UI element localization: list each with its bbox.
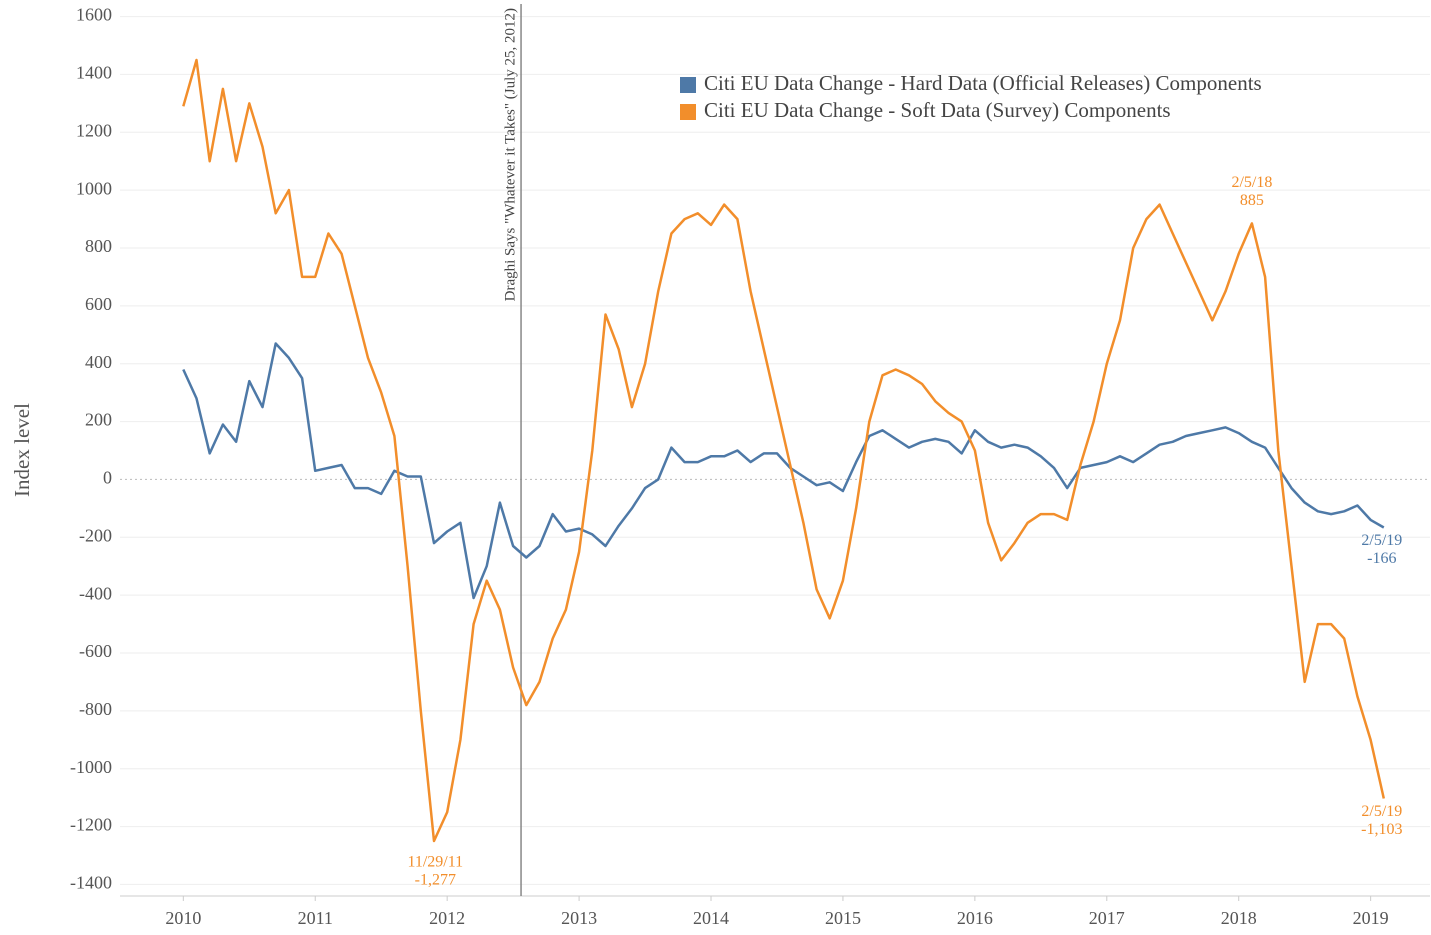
y-tick-label: 1600 [76,5,112,25]
y-tick-label: -800 [79,699,112,719]
x-tick-label: 2019 [1353,908,1389,928]
y-tick-label: 1200 [76,120,112,140]
x-tick-label: 2010 [165,908,201,928]
x-tick-label: 2017 [1089,908,1125,928]
series-line [182,342,1385,600]
y-tick-label: -400 [79,583,112,603]
annotation-value: -1,277 [415,872,456,889]
y-tick-label: 800 [85,236,112,256]
x-tick-label: 2015 [825,908,861,928]
annotation-date: 2/5/18 [1231,174,1272,191]
legend-label: Citi EU Data Change - Hard Data (Officia… [704,71,1262,95]
y-tick-label: -1000 [70,757,112,777]
y-tick-label: -200 [79,525,112,545]
legend-label: Citi EU Data Change - Soft Data (Survey)… [704,98,1171,122]
annotation-date: 2/5/19 [1361,803,1402,820]
y-tick-label: 600 [85,294,112,314]
y-tick-label: -600 [79,641,112,661]
x-tick-label: 2013 [561,908,597,928]
x-tick-label: 2018 [1221,908,1257,928]
x-tick-label: 2016 [957,908,993,928]
y-tick-label: 400 [85,352,112,372]
y-tick-label: -1400 [70,873,112,893]
annotation-value: -166 [1367,550,1396,567]
annotation-value: 885 [1240,192,1264,209]
y-tick-label: 1400 [76,63,112,83]
x-tick-label: 2012 [429,908,465,928]
annotation-date: 11/29/11 [407,854,463,871]
y-tick-label: 1000 [76,178,112,198]
y-tick-label: -1200 [70,815,112,835]
legend-swatch [680,104,696,120]
y-tick-label: 0 [103,468,112,488]
y-axis-title: Index level [10,403,34,497]
y-tick-label: 200 [85,410,112,430]
annotation-value: -1,103 [1361,821,1402,838]
reference-label: Draghi Says "Whatever it Takes" (July 25… [502,8,518,301]
x-tick-label: 2014 [693,908,729,928]
annotation-date: 2/5/19 [1361,532,1402,549]
x-tick-label: 2011 [298,908,333,928]
legend-swatch [680,77,696,93]
series-line [182,58,1386,843]
